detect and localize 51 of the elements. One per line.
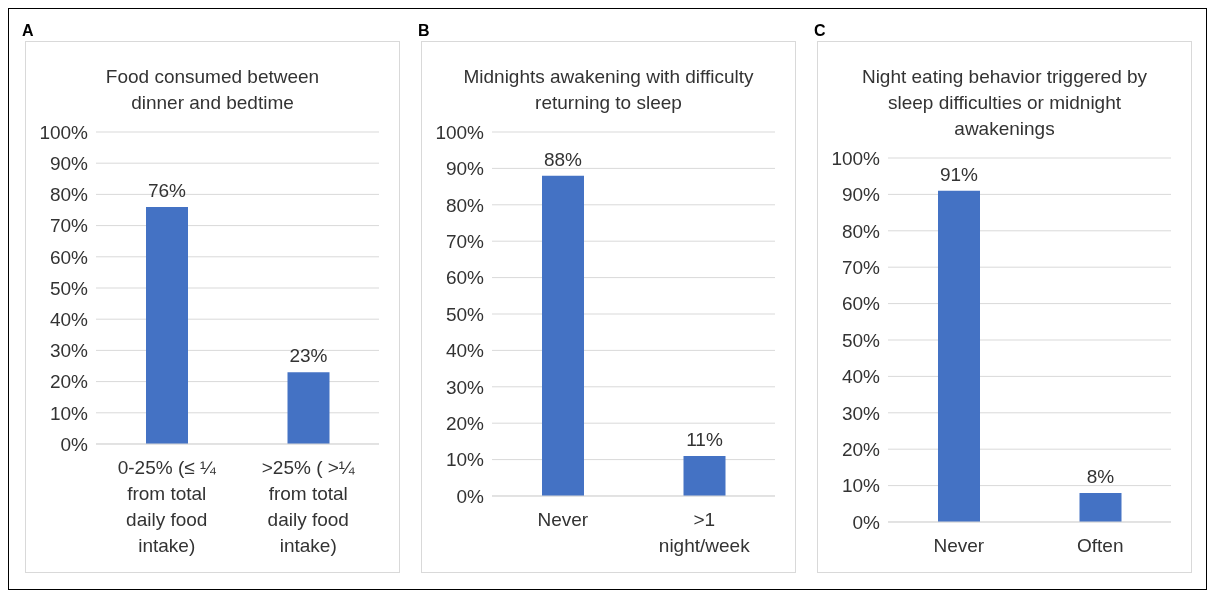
y-tick-label: 80% bbox=[49, 184, 89, 206]
text: C bbox=[814, 22, 826, 40]
data-label: 23% bbox=[289, 345, 328, 367]
y-tick-label: 100% bbox=[831, 147, 881, 169]
y-tick-label: 60% bbox=[49, 246, 89, 268]
y-tick-label: 30% bbox=[841, 402, 881, 424]
y-tick-label: 30% bbox=[445, 376, 485, 398]
y-tick-label: 90% bbox=[49, 152, 89, 174]
data-label: 76% bbox=[147, 179, 187, 201]
x-tick-label: >25% ( >¼ from total daily food intake) bbox=[261, 457, 356, 556]
y-tick-label: 40% bbox=[841, 366, 881, 388]
y-tick-label: 90% bbox=[841, 184, 881, 206]
y-tick-label: 100% bbox=[39, 121, 89, 143]
x-tick-label: 0-25% (≤ ¼ from total daily food intake) bbox=[117, 457, 217, 556]
x-tick-label: Never bbox=[537, 509, 589, 530]
y-tick-label: 20% bbox=[49, 371, 89, 393]
data-label: 91% bbox=[939, 163, 979, 185]
y-tick-label: 60% bbox=[445, 267, 485, 289]
chart-title: Midnights awakening with difficulty returning to sleep bbox=[462, 65, 755, 115]
chart-title: Night eating behavior triggered by sleep difficulties or midnight awakenings bbox=[860, 65, 1149, 141]
data-label: 8% bbox=[1086, 465, 1115, 487]
y-tick-label: 0% bbox=[60, 433, 89, 455]
y-tick-label: 10% bbox=[49, 402, 89, 424]
y-tick-label: 50% bbox=[445, 303, 485, 325]
y-tick-label: 20% bbox=[841, 438, 881, 460]
y-tick-label: 20% bbox=[445, 412, 485, 434]
y-tick-label: 30% bbox=[49, 340, 89, 362]
y-tick-label: 90% bbox=[445, 158, 485, 180]
y-tick-label: 0% bbox=[852, 511, 881, 533]
y-tick-label: 10% bbox=[841, 475, 881, 497]
y-tick-label: 40% bbox=[49, 308, 89, 330]
y-tick-label: 50% bbox=[49, 277, 89, 299]
text: A bbox=[22, 22, 34, 40]
y-tick-label: 60% bbox=[841, 293, 881, 315]
y-tick-label: 50% bbox=[841, 329, 881, 351]
x-tick-label: Often bbox=[1077, 535, 1124, 556]
chart-title: Food consumed between dinner and bedtime bbox=[104, 65, 321, 115]
data-label: 11% bbox=[686, 428, 723, 450]
y-tick-label: 80% bbox=[445, 194, 485, 216]
y-tick-label: 0% bbox=[456, 485, 485, 507]
data-label: 88% bbox=[543, 148, 583, 170]
y-tick-label: 70% bbox=[445, 230, 485, 252]
y-tick-label: 70% bbox=[841, 256, 881, 278]
y-tick-label: 10% bbox=[445, 449, 485, 471]
x-tick-label: >1 night/week bbox=[658, 509, 751, 556]
y-tick-label: 100% bbox=[435, 121, 485, 143]
y-tick-label: 80% bbox=[841, 220, 881, 242]
x-tick-label: Never bbox=[933, 535, 985, 556]
text: B bbox=[418, 22, 430, 40]
y-tick-label: 70% bbox=[49, 215, 89, 237]
y-tick-label: 40% bbox=[445, 340, 485, 362]
